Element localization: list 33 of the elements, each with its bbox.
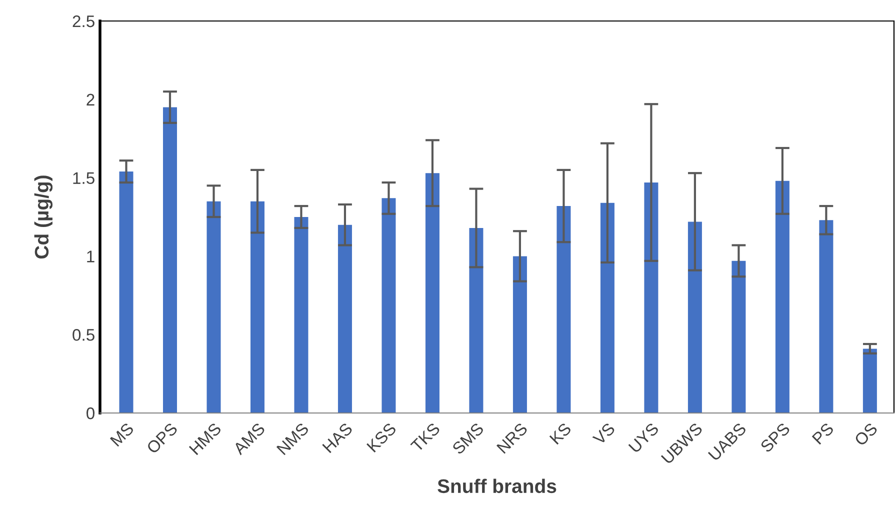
x-tick-label: VS	[592, 422, 616, 446]
y-tick-label: 0.5	[72, 329, 94, 341]
bar	[688, 222, 702, 413]
bar	[775, 180, 790, 413]
y-tick-label: 2.5	[72, 15, 94, 28]
x-tick-label: TKS	[410, 422, 441, 453]
bar	[600, 202, 614, 413]
bar	[119, 172, 134, 413]
bar	[556, 206, 571, 413]
x-tick-label: SPS	[760, 422, 791, 454]
bar	[382, 198, 396, 413]
bar	[206, 201, 221, 413]
x-axis-title: Snuff brands	[438, 478, 556, 494]
bar	[862, 348, 877, 413]
bar	[250, 201, 264, 413]
x-tick-label: KS	[549, 422, 572, 445]
y-tick-label: 0	[86, 407, 94, 420]
bar	[162, 107, 177, 413]
bar	[425, 173, 440, 413]
y-tick-label: 2	[86, 94, 94, 106]
bar	[338, 224, 352, 413]
bar	[732, 260, 746, 413]
x-tick-label: PS	[812, 422, 834, 445]
x-tick-label: OS	[854, 422, 878, 446]
y-tick-label: 1	[87, 250, 94, 262]
bar	[512, 256, 527, 413]
bar	[819, 220, 834, 413]
bar	[469, 228, 484, 413]
x-tick-label: MS	[110, 422, 134, 447]
y-tick-label: 1.5	[73, 172, 94, 184]
bar	[294, 217, 308, 413]
y-axis-title: Cd (µg/g)	[34, 176, 53, 259]
bar	[644, 182, 658, 413]
